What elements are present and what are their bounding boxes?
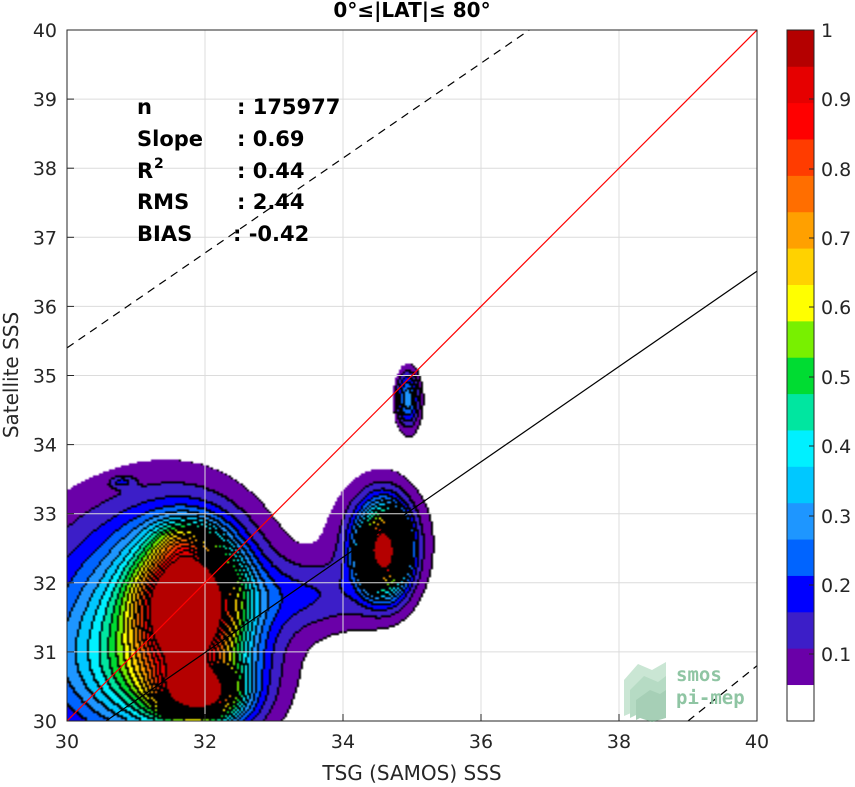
x-tick-label: 30 (55, 731, 79, 753)
y-tick-label: 34 (33, 435, 57, 457)
colorbar-tick-label: 1 (821, 20, 833, 42)
chart-title: 0°≤|LAT|≤ 80° (333, 0, 490, 22)
stat-label: R (137, 159, 153, 183)
colorbar-segment (787, 66, 814, 104)
y-tick-label: 39 (33, 89, 57, 111)
logo-text-smos: smos (676, 664, 722, 686)
colorbar-tick-label: 0.6 (821, 297, 851, 319)
y-tick-label: 38 (33, 158, 57, 180)
logo-waves-icon (624, 662, 666, 722)
colorbar-tick-label: 0.9 (821, 89, 851, 111)
y-tick-label: 32 (33, 573, 57, 595)
line-upper-bound (67, 30, 530, 349)
colorbar-tick-label: 0.4 (821, 436, 851, 458)
y-axis-ticks: 30 31 32 33 34 35 36 37 38 39 40 (33, 20, 74, 733)
y-tick-label: 35 (33, 366, 57, 388)
colorbar: 0.1 0.2 0.3 0.4 0.5 0.6 0.7 0.8 0.9 1 (786, 20, 851, 722)
colorbar-frame (786, 29, 815, 722)
colorbar-tick-label: 0.5 (821, 367, 851, 389)
y-tick-label: 30 (33, 711, 57, 733)
x-tick-label: 34 (331, 731, 355, 753)
colorbar-segment (787, 139, 814, 176)
x-tick-label: 36 (469, 731, 493, 753)
stat-value: : 2.44 (237, 190, 305, 214)
stat-label: n (137, 95, 152, 119)
y-axis-label: Satellite SSS (0, 312, 23, 438)
colorbar-segment (787, 611, 814, 649)
y-tick-label: 36 (33, 296, 57, 318)
line-fit (104, 270, 757, 721)
y-tick-label: 33 (33, 504, 57, 526)
smos-pi-mep-logo: smos pi-mep (624, 662, 745, 722)
colorbar-segment (787, 248, 814, 285)
colorbar-segment (787, 357, 814, 395)
colorbar-tick-label: 0.2 (821, 575, 851, 597)
y-tick-label: 37 (33, 227, 57, 249)
colorbar-segment (787, 284, 814, 322)
y-tick-label: 31 (33, 642, 57, 664)
line-identity (67, 30, 757, 721)
stat-label: Slope (137, 127, 203, 151)
colorbar-segment (787, 102, 814, 140)
colorbar-tick-label: 0.3 (821, 506, 851, 528)
x-axis-label: TSG (SAMOS) SSS (321, 761, 501, 785)
stat-superscript: 2 (154, 156, 164, 172)
x-tick-label: 32 (193, 731, 217, 753)
stat-value: : 175977 (237, 95, 340, 119)
colorbar-segment (787, 466, 814, 504)
colorbar-segment (787, 393, 814, 431)
stat-value: : 0.69 (237, 127, 305, 151)
statistics-box: n : 175977 Slope : 0.69 R 2 : 0.44 RMS : 2.44 BIA… (137, 95, 340, 246)
reference-lines (67, 30, 757, 721)
stat-value: : -0.42 (233, 222, 309, 246)
x-tick-label: 38 (607, 731, 631, 753)
colorbar-segment (787, 320, 814, 358)
colorbar-segment (787, 502, 814, 540)
colorbar-segment (787, 30, 814, 67)
colorbar-segment (787, 211, 814, 249)
colorbar-tick-label: 0.8 (821, 159, 851, 181)
logo-text-pimep: pi-mep (676, 687, 745, 709)
x-axis-ticks: 30 32 34 36 38 40 (55, 714, 769, 753)
colorbar-segment (787, 575, 814, 613)
colorbar-tick-label: 0.7 (821, 228, 851, 250)
x-tick-label: 40 (745, 731, 769, 753)
y-tick-label: 40 (33, 20, 57, 42)
stat-label: RMS (137, 190, 189, 214)
stat-value: : 0.44 (237, 159, 305, 183)
stat-label: BIAS (137, 222, 192, 246)
colorbar-segment (787, 539, 814, 576)
line-lower-bound (687, 665, 757, 721)
colorbar-segment (787, 175, 814, 213)
colorbar-segment (787, 430, 814, 467)
colorbar-tick-label: 0.1 (821, 644, 851, 666)
colorbar-segment (787, 684, 814, 722)
